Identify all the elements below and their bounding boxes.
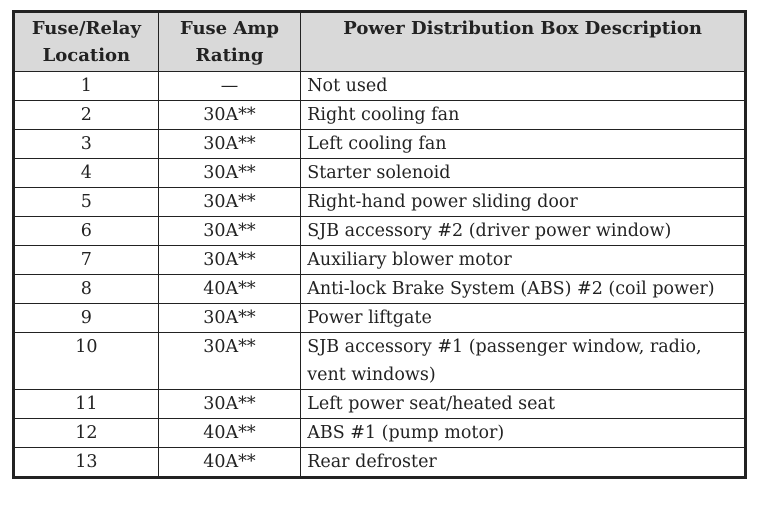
cell-location: 12 [13,418,159,448]
cell-rating: 30A** [157,303,302,333]
table-row: 10 30A** SJB accessory #1 (passenger windo… [13,332,746,390]
table-row: 11 30A** Left power seat/heated seat [13,389,746,419]
cell-rating: 30A** [157,216,302,246]
header-text: Rating [195,45,264,66]
cell-rating: 30A** [157,245,302,275]
header-rating: Fuse Amp Rating [157,11,302,72]
cell-description: ABS #1 (pump motor) [300,418,746,448]
table-row: 9 30A** Power liftgate [13,303,746,333]
header-text: Fuse/Relay [31,18,141,39]
cell-location: 1 [13,71,159,101]
cell-location: 2 [13,100,159,130]
table-row: 2 30A** Right cooling fan [13,100,746,130]
header-text: Fuse Amp [179,18,279,39]
cell-location: 11 [13,389,159,419]
header-text: Location [42,45,131,66]
cell-rating: 30A** [157,389,302,419]
header-description: Power Distribution Box Description [300,11,746,72]
header-text: Power Distribution Box Description [343,18,702,39]
table-row: 13 40A** Rear defroster [13,447,746,478]
cell-description: Not used [300,71,746,101]
cell-location: 10 [13,332,159,390]
cell-description: Starter solenoid [300,158,746,188]
cell-rating: 30A** [157,129,302,159]
cell-location: 9 [13,303,159,333]
cell-description: Right-hand power sliding door [300,187,746,217]
table-row: 5 30A** Right-hand power sliding door [13,187,746,217]
cell-rating: 30A** [157,187,302,217]
cell-rating: 40A** [157,418,302,448]
cell-description: Power liftgate [300,303,746,333]
header-row: Fuse/Relay Location Fuse Amp Rating Power … [13,11,746,72]
cell-description: Left cooling fan [300,129,746,159]
cell-description: Right cooling fan [300,100,746,130]
fuse-table: Fuse/Relay Location Fuse Amp Rating Power … [12,10,747,479]
cell-rating: 30A** [157,158,302,188]
cell-description: Auxiliary blower motor [300,245,746,275]
table-row: 1— Not used [13,71,746,101]
cell-location: 6 [13,216,159,246]
cell-description: Anti-lock Brake System (ABS) #2 (coil po… [300,274,746,304]
cell-description: SJB accessory #1 (passenger window, radi… [300,332,746,390]
table-row: 3 30A** Left cooling fan [13,129,746,159]
cell-location: 13 [13,447,159,478]
cell-location: 8 [13,274,159,304]
cell-rating: 30A** [157,100,302,130]
table-row: 4 30A** Starter solenoid [13,158,746,188]
table-row: 6 30A** SJB accessory #2 (driver power win… [13,216,746,246]
cell-description: SJB accessory #2 (driver power window) [300,216,746,246]
cell-location: 5 [13,187,159,217]
cell-rating: — [157,71,302,101]
header-location: Fuse/Relay Location [13,11,159,72]
table-row: 7 30A** Auxiliary blower motor [13,245,746,275]
table-row: 12 40A** ABS #1 (pump motor) [13,418,746,448]
cell-rating: 40A** [157,274,302,304]
cell-location: 4 [13,158,159,188]
table-row: 8 40A** Anti-lock Brake System (ABS) #2 (c… [13,274,746,304]
cell-location: 3 [13,129,159,159]
cell-rating: 40A** [157,447,302,478]
cell-description: Left power seat/heated seat [300,389,746,419]
cell-rating: 30A** [157,332,302,390]
cell-description: Rear defroster [300,447,746,478]
cell-location: 7 [13,245,159,275]
